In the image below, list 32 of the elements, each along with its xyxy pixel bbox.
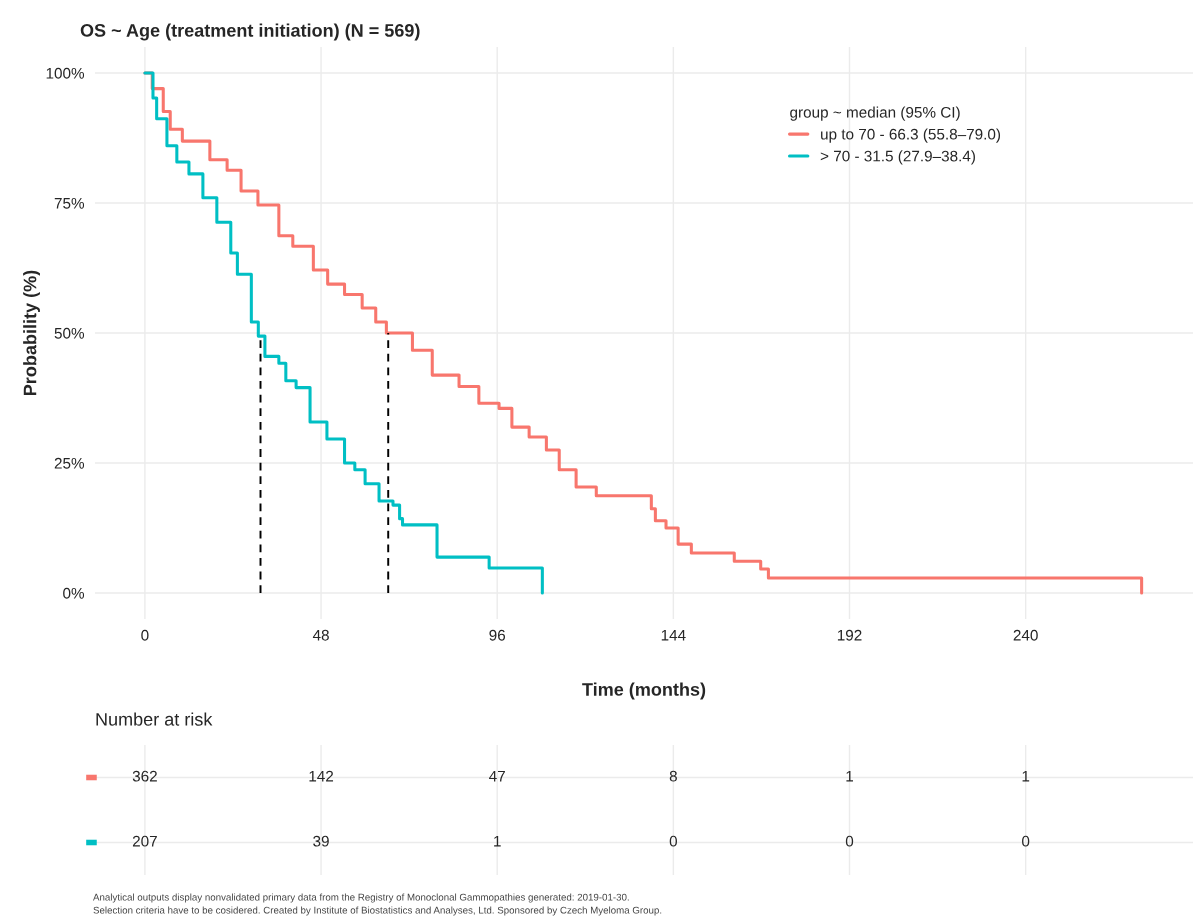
x-tick-label: 48 [312, 629, 329, 641]
y-tick-label: 50% [54, 327, 85, 339]
data-label: 8 [669, 770, 677, 782]
data-label: 0 [1022, 835, 1030, 847]
text: Selection criteria have to be cosidered. Created by Institute of Biostatistics and Analyses, Ltd. Sponsored by Czech Myeloma Group. [93, 906, 662, 916]
x-axis-title: Time (months) [582, 682, 706, 700]
data-label: 39 [313, 835, 329, 847]
x-tick-label: 0 [141, 629, 149, 641]
data-label: 142 [309, 770, 334, 782]
y-tick-label: 75% [54, 197, 85, 209]
data-label: 1 [1022, 770, 1030, 782]
y-tick-label: 100% [46, 67, 85, 79]
data-label: 207 [132, 835, 157, 847]
data-label: 0 [669, 835, 678, 847]
data-label: 47 [489, 770, 505, 782]
legend-label: > 70 - 31.5 (27.9–38.4) [820, 150, 975, 165]
data-label: 1 [494, 835, 501, 847]
legend-title: group ~ median (95% CI) [790, 106, 960, 121]
data-label: 362 [132, 770, 157, 782]
x-tick-label: 240 [1013, 629, 1038, 641]
x-tick-label: 144 [661, 629, 686, 641]
data-label: 0 [845, 835, 854, 847]
x-tick-label: 96 [489, 629, 506, 641]
y-tick-label: 0% [63, 587, 85, 599]
data-label: 1 [846, 770, 854, 782]
chart-title: OS ~ Age (treatment initiation) (N = 569) [80, 23, 420, 41]
x-tick-label: 192 [837, 629, 862, 641]
text: Analytical outputs display nonvalidated primary data from the Registry of Monoclonal Gammopathies generated: 2019-01-30. [93, 893, 629, 903]
y-tick-label: 25% [54, 457, 85, 469]
y-axis-title: Probability (%) [23, 270, 40, 395]
legend-label: up to 70 - 66.3 (55.8–79.0) [821, 128, 1001, 143]
chart-title: Number at risk [96, 712, 213, 726]
